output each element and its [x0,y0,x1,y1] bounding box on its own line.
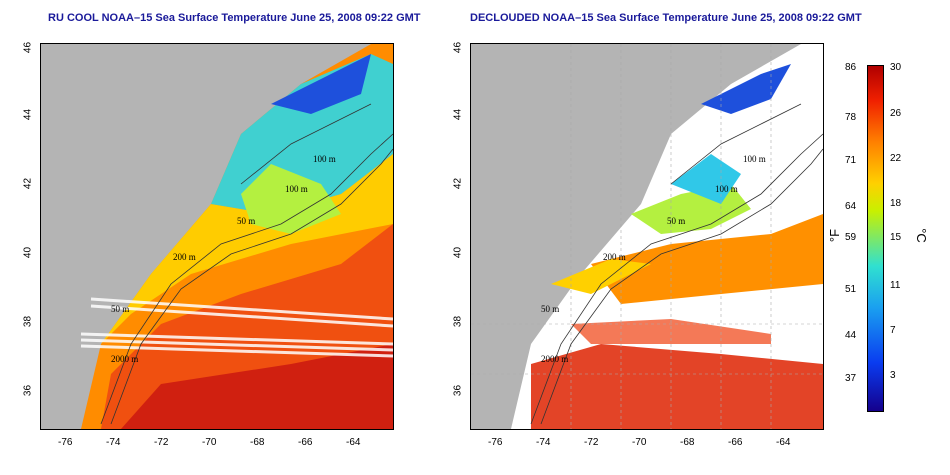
right-map-title: DECLOUDED NOAA–15 Sea Surface Temperatur… [470,12,862,24]
celsius-tick: 18 [890,198,902,209]
lon-tick: -76 [488,437,503,448]
lon-tick: -66 [728,437,743,448]
lat-tick: 40 [22,246,34,259]
lat-tick: 44 [22,108,34,121]
fahrenheit-tick: 51 [845,284,857,295]
lat-tick: 46 [22,41,34,54]
lat-tick: 40 [452,246,464,259]
lon-tick: -72 [154,437,169,448]
fahrenheit-unit-label: °F [827,228,843,243]
contour-label: 2000 m [111,354,138,364]
fahrenheit-tick: 64 [845,201,857,212]
contour-label: 100 m [743,154,766,164]
fahrenheit-tick: 44 [845,330,857,341]
celsius-unit-label: °C [913,228,929,243]
lat-tick: 38 [22,315,34,328]
lat-tick: 42 [452,177,464,190]
celsius-tick: 7 [890,325,896,336]
contour-label: 100 m [715,184,738,194]
lat-tick: 42 [22,177,34,190]
celsius-tick: 11 [890,280,901,291]
lat-tick: 38 [452,315,464,328]
lon-tick: -64 [346,437,361,448]
lon-tick: -70 [202,437,217,448]
celsius-tick: 22 [890,153,902,164]
lat-tick: 44 [452,108,464,121]
contour-label: 50 m [541,304,559,314]
temperature-colorbar [867,65,884,412]
contour-label: 50 m [111,304,129,314]
lon-tick: -68 [680,437,695,448]
lon-tick: -74 [106,437,121,448]
contour-label: 100 m [285,184,308,194]
fahrenheit-tick: 59 [845,232,857,243]
contour-label: 50 m [237,216,255,226]
contour-label: 2000 m [541,354,568,364]
lat-tick: 36 [22,384,34,397]
contour-label: 50 m [667,216,685,226]
contour-label: 200 m [603,252,626,262]
lon-tick: -72 [584,437,599,448]
celsius-tick: 3 [890,370,896,381]
lon-tick: -68 [250,437,265,448]
celsius-tick: 30 [890,62,902,73]
fahrenheit-tick: 78 [845,112,857,123]
lat-tick: 46 [452,41,464,54]
lon-tick: -76 [58,437,73,448]
right-decloud-map: 100 m 100 m 50 m 200 m 50 m 2000 m [470,43,824,430]
contour-label: 200 m [173,252,196,262]
lat-tick: 36 [452,384,464,397]
celsius-tick: 15 [890,232,902,243]
fahrenheit-tick: 86 [845,62,857,73]
left-sst-map: 100 m 100 m 50 m 200 m 50 m 2000 m [40,43,394,430]
fahrenheit-tick: 37 [845,373,857,384]
fahrenheit-tick: 71 [845,155,857,166]
lon-tick: -64 [776,437,791,448]
celsius-tick: 26 [890,108,902,119]
lon-tick: -74 [536,437,551,448]
lon-tick: -70 [632,437,647,448]
left-map-title: RU COOL NOAA–15 Sea Surface Temperature … [48,12,421,24]
contour-label: 100 m [313,154,336,164]
lon-tick: -66 [298,437,313,448]
